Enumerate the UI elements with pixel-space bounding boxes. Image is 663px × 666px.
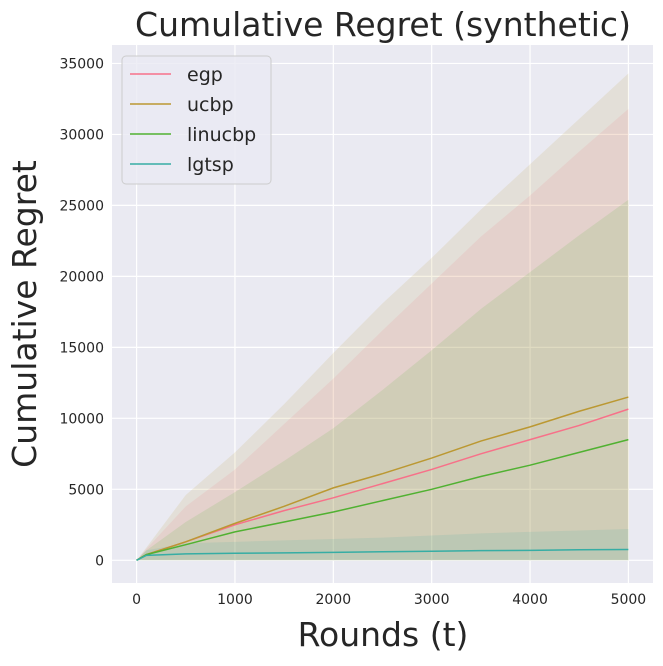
y-tick-label: 30000: [59, 127, 104, 143]
x-tick-label: 4000: [512, 592, 548, 608]
legend-label-linucbp: linucbp: [187, 124, 256, 146]
y-tick-label: 5000: [68, 482, 104, 498]
y-tick-label: 10000: [59, 411, 104, 427]
legend-label-ucbp: ucbp: [187, 94, 234, 116]
line-ucbp: [136, 396, 629, 561]
y-axis-label: Cumulative Regret: [5, 160, 44, 468]
x-tick-label: 0: [132, 592, 141, 608]
y-tick-label: 25000: [59, 198, 104, 214]
y-tick-label: 20000: [59, 269, 104, 285]
y-tick-labels: 0 5000 10000 15000 20000 25000 30000 35000: [59, 56, 104, 569]
legend: egp ucbp linucbp lgtsp: [121, 55, 272, 185]
legend-box: [121, 55, 272, 185]
x-tick-label: 1000: [217, 592, 253, 608]
x-tick-label: 2000: [315, 592, 351, 608]
y-tick-label: 0: [95, 553, 104, 569]
band-ucbp: [136, 73, 629, 561]
series-lines: [136, 396, 629, 561]
legend-label-lgtsp: lgtsp: [187, 154, 234, 176]
x-tick-label: 5000: [611, 592, 647, 608]
chart-title: Cumulative Regret (synthetic): [135, 5, 631, 44]
legend-label-egp: egp: [187, 64, 223, 86]
x-axis-label: Rounds (t): [298, 615, 469, 654]
grid: [112, 45, 653, 583]
y-tick-label: 15000: [59, 340, 104, 356]
x-tick-label: 3000: [414, 592, 450, 608]
line-linucbp: [136, 438, 629, 561]
y-tick-label: 35000: [59, 56, 104, 72]
line-lgtsp: [136, 548, 629, 561]
x-tick-labels: 0 1000 2000 3000 4000 5000: [132, 592, 646, 608]
